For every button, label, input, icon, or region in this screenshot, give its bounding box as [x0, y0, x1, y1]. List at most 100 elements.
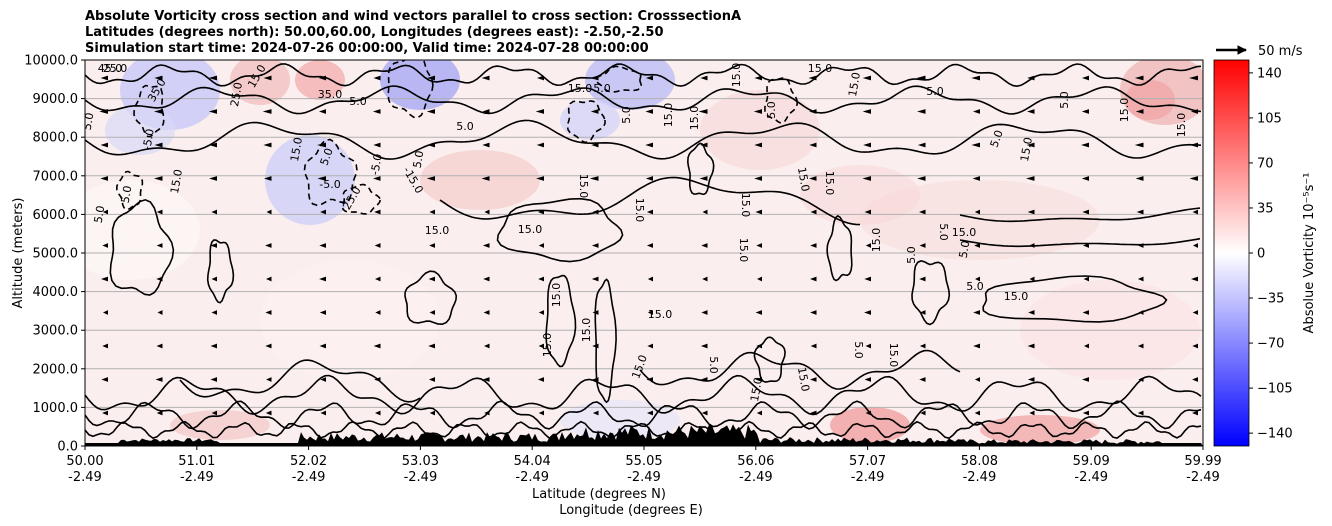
- wind-vector: [154, 109, 163, 114]
- wind-vector: [1027, 343, 1035, 349]
- contour-line: [109, 198, 175, 296]
- wind-vector: [1084, 343, 1089, 349]
- wind-vector: [809, 109, 817, 114]
- wind-vector: [916, 75, 926, 81]
- y-axis-label: Altitude (meters): [11, 198, 26, 309]
- wind-vector: [1026, 176, 1035, 181]
- wind-vector: [102, 343, 108, 349]
- wind-vector: [1027, 377, 1035, 382]
- wind-vector: [483, 310, 490, 315]
- colorbar: 140 105 70 35 0 −35 −70 −105 −140 Absolue Vortic…: [1213, 59, 1317, 447]
- wind-vector: [917, 142, 926, 148]
- wind-vector: [484, 209, 490, 215]
- vorticity-blob: [260, 260, 440, 380]
- wind-vector: [756, 243, 762, 248]
- vorticity-blob: [980, 415, 1100, 445]
- wind-vector: [698, 109, 708, 114]
- wind-vector: [427, 142, 435, 148]
- wind-vector: [701, 243, 708, 248]
- contour-label: 5.0: [852, 341, 865, 359]
- wind-vector: [266, 276, 272, 282]
- wind-vector: [372, 109, 381, 114]
- wind-vector: [320, 410, 326, 416]
- contour-label: -5.0: [319, 178, 340, 191]
- wind-vector: [589, 176, 599, 181]
- contour-label: 5.0: [905, 246, 918, 264]
- wind-vector: [319, 310, 326, 315]
- colorbar-tick-label: 105: [1257, 111, 1282, 126]
- wind-vector: [538, 310, 544, 315]
- contour-label: 15.0: [823, 171, 836, 196]
- wind-vector: [265, 243, 272, 248]
- contour-label: 5.0: [988, 128, 1006, 149]
- wind-vector: [1192, 209, 1198, 215]
- wind-vector: [373, 343, 381, 349]
- wind-vector: [373, 75, 381, 81]
- wind-vector: [103, 310, 108, 315]
- wind-vector: [211, 410, 217, 416]
- y-tick-label: 8000.0: [33, 131, 79, 146]
- wind-vector: [319, 109, 326, 114]
- contour-label: 5.0: [620, 106, 633, 124]
- wind-vector: [317, 176, 326, 181]
- chart-title-line-1: Absolute Vorticity cross section and win…: [85, 9, 741, 24]
- colorbar-gradient: [1213, 59, 1250, 447]
- x-tick-label-lat: 52.02: [290, 454, 327, 469]
- terrain-profile: [85, 424, 1203, 446]
- wind-vector: [208, 75, 217, 81]
- colorbar-tick-label: 35: [1257, 201, 1274, 216]
- wind-vector: [810, 276, 817, 282]
- contour-line: [85, 400, 1202, 430]
- wind-vector: [537, 377, 544, 382]
- wind-vector: [591, 142, 599, 148]
- contour-label: 15.0: [952, 226, 977, 239]
- wind-vector: [319, 243, 326, 248]
- x-tick-label-lat: 51.01: [178, 454, 215, 469]
- wind-vector: [265, 343, 272, 349]
- contour-label: 15.0: [795, 166, 812, 192]
- wind-vector: [591, 276, 599, 282]
- contour-line: [439, 176, 861, 226]
- wind-vector: [1138, 377, 1144, 382]
- wind-vector: [865, 343, 871, 349]
- contour-label: 5.0: [456, 120, 474, 133]
- wind-vector: [1138, 243, 1144, 248]
- wind-vector: [538, 410, 544, 416]
- contour-label: 15.0: [568, 82, 593, 95]
- wind-vector: [483, 276, 490, 282]
- colorbar-label-name: Absolue Vorticity: [1302, 224, 1317, 334]
- wind-vector: [862, 75, 871, 81]
- wind-vector: [810, 410, 817, 416]
- wind-vector: [756, 343, 762, 349]
- x-tick-label-lat: 58.08: [961, 454, 998, 469]
- wind-vector: [375, 276, 381, 282]
- wind-vector: [209, 176, 217, 181]
- quiver-key-label: 50 m/s: [1258, 44, 1303, 59]
- x-tick-label-lat: 53.03: [402, 454, 439, 469]
- wind-vector: [646, 243, 653, 248]
- contour-line: [85, 63, 1202, 88]
- wind-vector: [645, 75, 653, 81]
- wind-vector: [1081, 176, 1089, 181]
- contour-label: 15.0: [748, 376, 765, 402]
- wind-vector: [645, 142, 653, 148]
- wind-vector: [427, 75, 435, 81]
- x-tick-label-lon: -2.49: [1186, 470, 1220, 485]
- wind-vector: [1027, 75, 1035, 81]
- wind-vector: [647, 276, 653, 282]
- wind-vector: [864, 276, 871, 282]
- wind-vector: [808, 75, 817, 81]
- wind-vector: [210, 243, 217, 248]
- contour-label: 5.0: [926, 85, 944, 98]
- wind-vector: [1027, 209, 1035, 215]
- wind-vector: [920, 410, 926, 416]
- wind-vector: [537, 75, 544, 81]
- contour-label: 5.0: [81, 112, 97, 131]
- wind-vector: [592, 310, 599, 315]
- wind-vector: [646, 209, 653, 215]
- contour-line: [566, 100, 606, 144]
- wind-vector: [535, 109, 544, 114]
- wind-vector: [1189, 75, 1198, 81]
- x-tick-label-lon: -2.49: [180, 470, 214, 485]
- wind-vector: [592, 377, 599, 382]
